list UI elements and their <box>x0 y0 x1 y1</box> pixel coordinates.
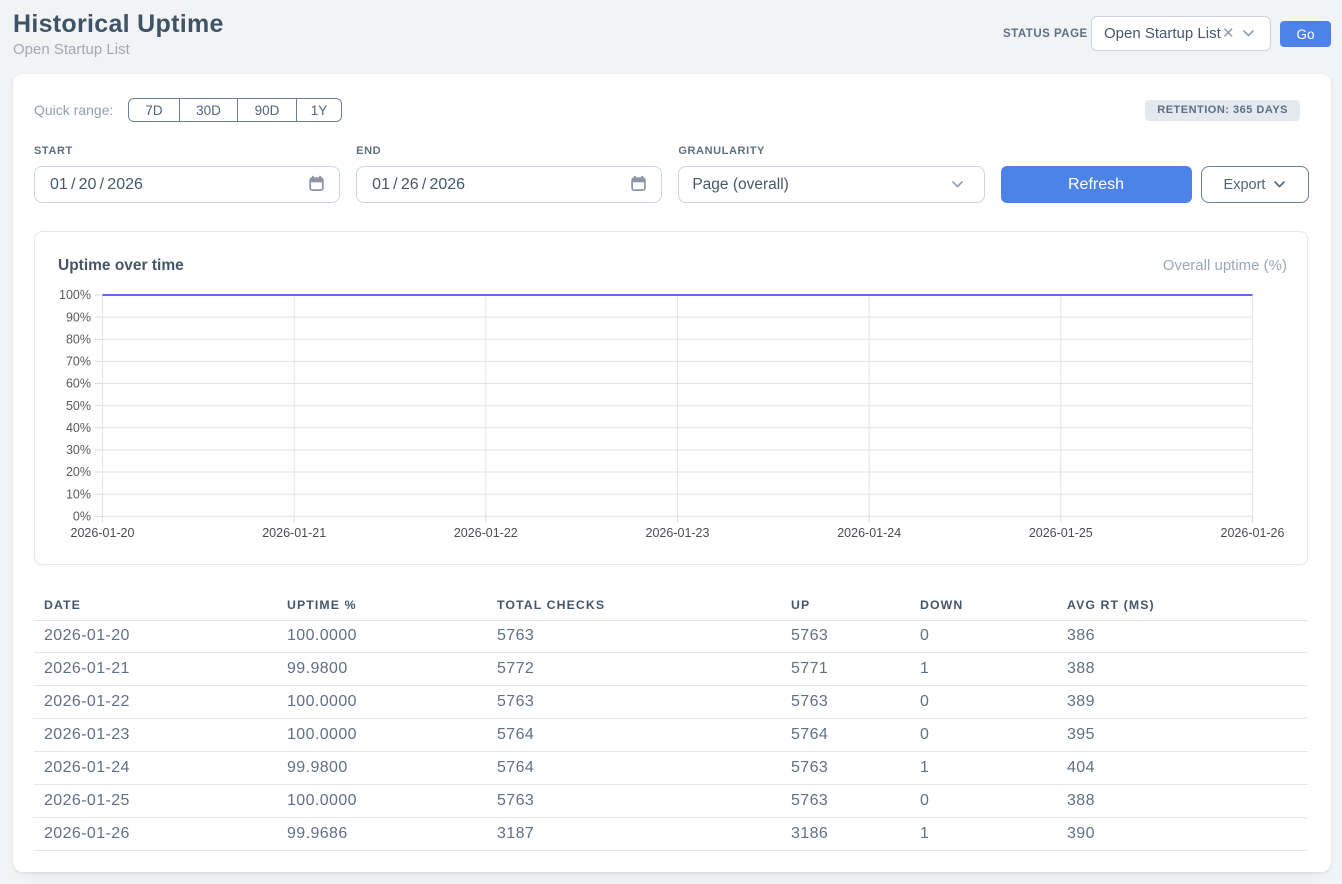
svg-text:40%: 40% <box>66 421 91 435</box>
svg-text:10%: 10% <box>66 487 91 501</box>
svg-text:80%: 80% <box>66 333 91 347</box>
svg-text:Overall uptime (%): Overall uptime (%) <box>1163 257 1287 274</box>
svg-text:100%: 100% <box>59 288 91 302</box>
svg-text:30%: 30% <box>66 443 91 457</box>
svg-text:2026-01-20: 2026-01-20 <box>71 526 135 540</box>
svg-text:2026-01-26: 2026-01-26 <box>1221 526 1285 540</box>
svg-text:2026-01-24: 2026-01-24 <box>837 526 901 540</box>
svg-text:2026-01-25: 2026-01-25 <box>1029 526 1093 540</box>
svg-text:2026-01-21: 2026-01-21 <box>262 526 326 540</box>
svg-text:0%: 0% <box>73 510 91 524</box>
svg-text:90%: 90% <box>66 310 91 324</box>
svg-text:20%: 20% <box>66 465 91 479</box>
svg-text:2026-01-22: 2026-01-22 <box>454 526 518 540</box>
svg-text:50%: 50% <box>66 399 91 413</box>
svg-text:70%: 70% <box>66 355 91 369</box>
svg-text:2026-01-23: 2026-01-23 <box>646 526 710 540</box>
svg-text:Uptime over time: Uptime over time <box>58 257 184 274</box>
svg-text:60%: 60% <box>66 377 91 391</box>
